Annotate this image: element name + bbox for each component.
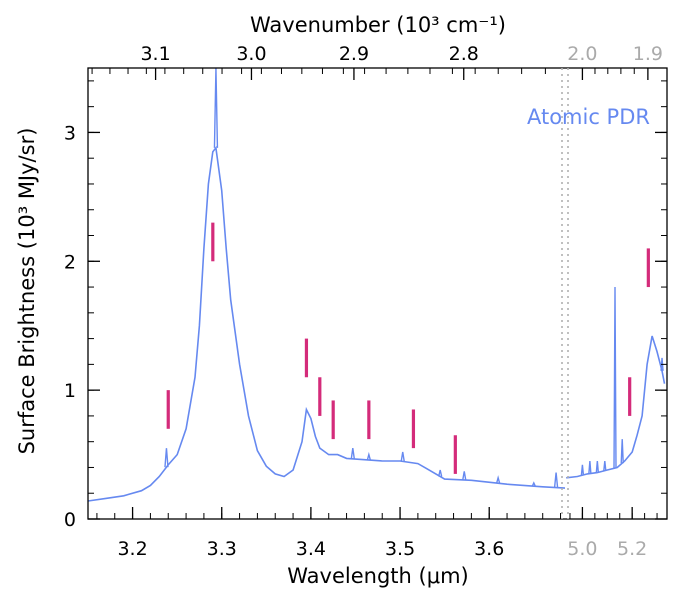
emission-spike-right bbox=[660, 357, 664, 371]
x-tick-label-right: 5.0 bbox=[567, 538, 597, 560]
emission-spike-left bbox=[495, 475, 501, 484]
right-panel-series bbox=[566, 287, 666, 479]
left-panel-series bbox=[88, 68, 565, 502]
emission-spike-right bbox=[603, 460, 607, 471]
y-tick-label: 1 bbox=[64, 380, 76, 402]
x2-tick-label-right: 2.0 bbox=[567, 43, 597, 65]
emission-spike-left bbox=[400, 451, 405, 462]
x2-tick-label-right: 1.9 bbox=[633, 43, 663, 65]
x-tick-label: 3.3 bbox=[207, 538, 237, 560]
emission-spike-left bbox=[164, 448, 169, 468]
emission-spike-right bbox=[613, 287, 617, 469]
x-tick-label: 3.5 bbox=[385, 538, 415, 560]
x-tick-label: 3.4 bbox=[296, 538, 326, 560]
emission-spike-left bbox=[437, 469, 443, 477]
emission-spike-right bbox=[620, 439, 624, 464]
emission-spike-right bbox=[595, 460, 600, 473]
emission-spike-left bbox=[350, 448, 355, 459]
emission-spike-left bbox=[366, 451, 372, 461]
emission-spike-left bbox=[462, 471, 467, 481]
emission-spike-left bbox=[553, 472, 559, 488]
atomic-pdr-label: Atomic PDR bbox=[527, 105, 650, 129]
emission-spike-left bbox=[531, 481, 536, 487]
x2-axis-title: Wavenumber (10³ cm⁻¹) bbox=[250, 13, 506, 37]
x2-tick-label: 2.8 bbox=[449, 43, 479, 65]
emission-spike-right bbox=[588, 460, 592, 474]
y-tick-label: 2 bbox=[64, 251, 76, 273]
x2-tick-label: 2.9 bbox=[339, 43, 369, 65]
emission-spike-left bbox=[213, 68, 219, 148]
x2-tick-label: 3.0 bbox=[236, 43, 266, 65]
plot-area: 0 1 2 3 3.2 3.3 3.4 3.5 3.6 5.0 5.2 3.1 3.0 2.9 2.8 2.0… bbox=[64, 43, 668, 560]
x-axis-title: Wavelength (μm) bbox=[287, 564, 468, 588]
y-tick-label: 3 bbox=[64, 122, 76, 144]
y-tick-label: 0 bbox=[64, 509, 76, 531]
x2-tick-label: 3.1 bbox=[140, 43, 170, 65]
x-tick-label: 3.6 bbox=[474, 538, 504, 560]
plot-frame bbox=[87, 67, 668, 520]
x-tick-label-right: 5.2 bbox=[617, 538, 647, 560]
spectrum-line-left bbox=[88, 145, 565, 502]
y-axis-title: Surface Brightness (10³ MJy/sr) bbox=[15, 128, 39, 455]
emission-spike-right bbox=[580, 464, 585, 476]
x-tick-label: 3.2 bbox=[117, 538, 147, 560]
